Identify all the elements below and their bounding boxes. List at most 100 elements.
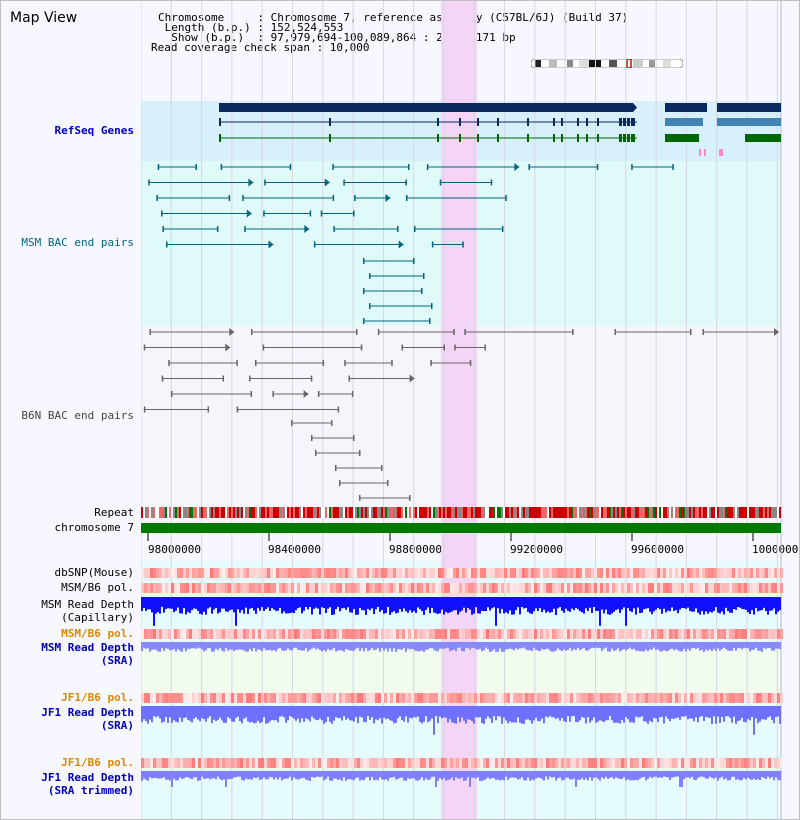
msm-bac-pair-end [462, 241, 464, 248]
jf1-depth-trimmed-bar [567, 771, 569, 778]
msm-depth-sra-bar [417, 642, 419, 652]
msm-depth-capillary-bar [619, 597, 621, 613]
repeat-segment [461, 507, 463, 518]
msm-depth-capillary-bar [151, 597, 153, 613]
track-label-msm-depth-sra[interactable]: MSM Read Depth [41, 641, 134, 654]
dbsnp-heat-cell [321, 568, 324, 578]
msm-depth-capillary-bar [239, 597, 241, 613]
jf1-pol-trimmed-heat-cell [345, 758, 348, 768]
track-label-jf1-b6-pol[interactable]: JF1/B6 pol. [61, 691, 134, 704]
msm-pol-heat-cell [435, 583, 438, 593]
jf1-pol-heat-cell [321, 693, 324, 703]
dbsnp-heat-cell [213, 568, 216, 578]
jf1-depth-sra-bar [629, 706, 631, 723]
jf1-pol-trimmed-heat-cell [477, 758, 480, 768]
jf1-pol-heat-cell [534, 693, 537, 703]
msm-pol-heat-cell [330, 583, 333, 593]
jf1-pol-trimmed-heat-cell [315, 758, 318, 768]
dbsnp-heat-cell [351, 568, 354, 578]
jf1-pol-heat-cell [600, 693, 603, 703]
jf1-pol-trimmed-heat-cell [150, 758, 153, 768]
jf1-depth-trimmed-bar [629, 771, 631, 781]
jf1-pol-trimmed-heat-cell [351, 758, 354, 768]
dbsnp-heat-cell [441, 568, 444, 578]
track-label-msm-bac[interactable]: MSM BAC end pairs [21, 236, 134, 249]
jf1-depth-sra-bar [251, 706, 253, 722]
track-label-b6n-bac[interactable]: B6N BAC end pairs [21, 409, 134, 422]
genome-browser-canvas[interactable] [141, 1, 799, 820]
jf1-depth-trimmed-bar [529, 771, 531, 781]
jf1-depth-trimmed-bar [153, 771, 155, 778]
msm-depth-sra-bar [437, 642, 439, 652]
track-label-dbsnp[interactable]: dbSNP(Mouse) [54, 566, 134, 579]
msm-pol-sra-heat-cell [504, 629, 507, 639]
msm-depth-capillary-bar [629, 597, 631, 612]
msm-pol-sra-heat-cell [408, 629, 411, 639]
jf1-depth-sra-bar [441, 706, 443, 719]
msm-depth-sra-bar [157, 642, 159, 652]
track-label-jf1-b6-pol-trimmed[interactable]: JF1/B6 pol. [61, 756, 134, 769]
jf1-pol-heat-cell [144, 693, 147, 703]
msm-depth-capillary-bar [477, 597, 479, 614]
jf1-depth-trimmed-bar [499, 771, 501, 781]
jf1-depth-sra-bar [549, 706, 551, 717]
track-label-msm-b6-pol-sra[interactable]: MSM/B6 pol. [61, 627, 134, 640]
jf1-depth-trimmed-bar [597, 771, 599, 779]
repeat-segment [435, 507, 437, 518]
msm-pol-heat-cell [282, 583, 285, 593]
jf1-pol-trimmed-heat-cell [756, 758, 759, 768]
jf1-pol-heat-cell [183, 693, 186, 703]
msm-depth-capillary-bar [505, 597, 507, 613]
jf1-pol-heat-cell [492, 693, 495, 703]
jf1-depth-trimmed-bar [641, 771, 643, 778]
msm-pol-sra-heat-cell [540, 629, 543, 639]
msm-depth-sra-bar [503, 642, 505, 652]
track-label-jf1-depth-sra[interactable]: JF1 Read Depth [41, 706, 134, 719]
repeat-segment [645, 507, 647, 518]
b6n-bac-pair-end [310, 375, 313, 382]
jf1-depth-trimmed-bar [711, 771, 713, 778]
jf1-depth-sra-bar [701, 706, 703, 717]
msm-pol-heat-cell [150, 583, 153, 593]
msm-depth-capillary-bar [281, 597, 283, 614]
jf1-depth-sra-bar [393, 706, 395, 724]
track-label-msm-b6-pol[interactable]: MSM/B6 pol. [61, 581, 134, 594]
msm-depth-sra-bar [255, 642, 257, 652]
jf1-depth-sra-bar [501, 706, 503, 724]
jf1-depth-trimmed-bar [519, 771, 521, 779]
jf1-depth-sra-bar [603, 706, 605, 723]
track-label-jf1-depth-trimmed[interactable]: JF1 Read Depth [41, 771, 134, 784]
jf1-pol-heat-cell [459, 693, 462, 703]
msm-depth-capillary-bar [185, 597, 187, 615]
track-label-chromosome[interactable]: chromosome 7 [54, 521, 134, 534]
msm-pol-sra-heat-cell [216, 629, 219, 639]
jf1-pol-trimmed-heat-cell [585, 758, 588, 768]
track-label-msm-depth-capillary[interactable]: MSM Read Depth [41, 598, 134, 611]
repeat-segment [459, 507, 461, 518]
jf1-depth-trimmed-bar [213, 771, 215, 779]
track-label-refseq[interactable]: RefSeq Genes [54, 124, 134, 137]
msm-depth-capillary-bar [665, 597, 667, 613]
track-label-repeat[interactable]: Repeat [94, 506, 134, 519]
b6n-bac-pair-end [143, 406, 146, 413]
msm-pol-heat-cell [693, 583, 696, 593]
msm-depth-sra-bar [731, 642, 733, 651]
jf1-depth-trimmed-bar [331, 771, 333, 781]
msm-depth-capillary-bar [591, 597, 593, 613]
msm-pol-heat-cell [564, 583, 567, 593]
msm-depth-capillary-bar [271, 597, 273, 609]
repeat-segment [371, 507, 373, 518]
msm-depth-sra-bar [277, 642, 279, 649]
dbsnp-heat-cell [729, 568, 732, 578]
jf1-depth-sra-bar [721, 706, 723, 717]
jf1-depth-sra-bar [673, 706, 675, 719]
jf1-depth-sra-bar [465, 706, 467, 724]
msm-pol-heat-cell [414, 583, 417, 593]
repeat-segment [683, 507, 685, 518]
jf1-depth-sra-bar [435, 706, 437, 716]
jf1-depth-sra-bar [485, 706, 487, 719]
b6n-bac-pair-end [348, 375, 351, 382]
jf1-depth-trimmed-bar [231, 771, 233, 779]
dbsnp-heat-cell [357, 568, 360, 578]
jf1-pol-heat-cell [156, 693, 159, 703]
